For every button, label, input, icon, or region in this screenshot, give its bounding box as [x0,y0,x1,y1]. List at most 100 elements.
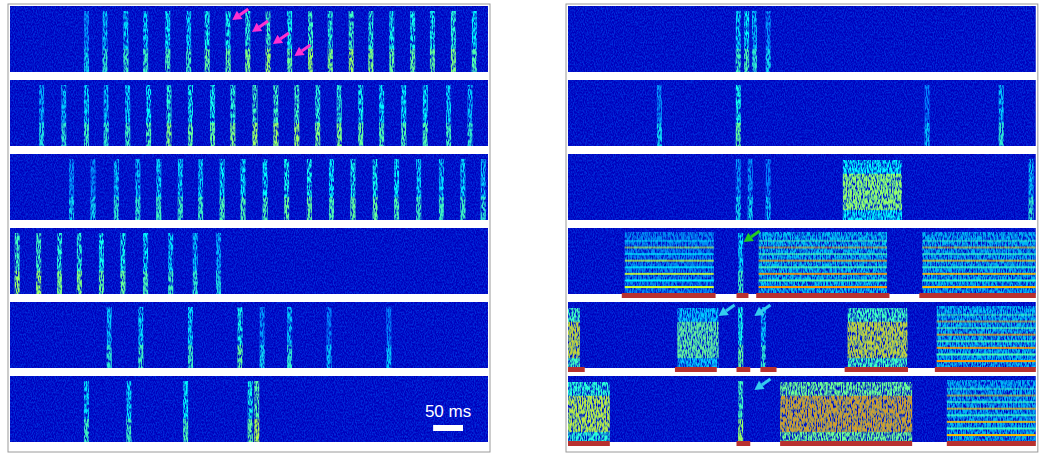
pulse-base [123,49,128,72]
pulse-base [481,197,486,220]
pulse-base [165,49,170,72]
pulse [220,159,225,220]
arrow-shaft [751,231,760,237]
pulse [287,11,292,72]
row-background [568,6,1036,72]
arrow [294,45,310,56]
pulse-base [84,49,89,72]
segment-bar [845,367,908,372]
arrow [273,33,289,44]
noise-call [568,382,610,442]
pulse-base [188,123,193,146]
harmonic-line [937,340,1036,342]
harmonic-line [625,246,714,248]
pulse-base [245,49,250,72]
pulse-base [446,123,451,146]
pulse [752,11,757,72]
pulse [401,85,406,146]
harmonic-line [625,240,714,242]
pulse-base [188,345,193,368]
panel-frame [566,4,1038,452]
segment-bar [935,367,1036,372]
noise-floor [10,6,488,72]
pulse-base [156,197,161,220]
arrow-head [744,233,754,242]
pulse [416,159,421,220]
scale-bar [433,425,463,431]
arrow-head [273,35,283,44]
arrow-shaft [762,305,771,311]
harmonic-line [947,421,1036,423]
arrow [744,231,760,242]
harmonic-line [947,394,1036,396]
pulse [738,381,743,442]
pulse-base [220,197,225,220]
harmonic-line [937,360,1036,362]
arrow-head [719,307,729,316]
panel [566,4,1038,452]
noise-floor [10,80,488,146]
pulse [284,159,289,220]
pulse [126,381,131,442]
pulse [210,85,215,146]
scale-bar-label: 50 ms [425,402,471,421]
pulse [446,85,451,146]
row-background [568,228,1036,294]
pulse-base [104,123,109,146]
pulse [205,11,210,72]
call-body [568,308,580,368]
pulse [287,307,292,368]
pulse [766,11,771,72]
harmonic-line [947,408,1036,410]
pulse [252,85,257,146]
pulse [57,233,62,294]
call-body [843,160,902,220]
pulse-base [736,49,741,72]
harmonic-line [625,266,714,268]
pulse [143,233,148,294]
row-background [10,80,488,146]
call-core [780,396,912,432]
pulse [736,11,741,72]
harmonic-line [937,320,1036,322]
pulse [238,307,243,368]
pulse [748,159,753,220]
segment-bar [675,367,717,372]
pulse-base [210,123,215,146]
pulse [84,381,89,442]
pulse-base [69,197,74,220]
pulse [744,11,749,72]
noise-floor [568,6,1036,72]
pulse-base [178,197,183,220]
pulse [104,85,109,146]
call-core [568,396,610,432]
harmonic-line [625,260,714,262]
noise-call [568,308,580,368]
noise-floor [10,228,488,294]
harmonic-line [625,253,714,255]
harmonic-line [947,388,1036,390]
harmonic-line [922,253,1036,255]
pulse-base [114,197,119,220]
pulse [193,233,198,294]
pulse-base [294,123,299,146]
pulse [761,307,766,368]
pulse [736,159,741,220]
pulse-base [738,271,743,294]
pulse [999,85,1004,146]
harmonic-line [759,273,887,275]
segment-bar [760,367,776,372]
pulse [39,85,44,146]
segment-bar [736,293,748,298]
pulse [263,159,268,220]
arrow [754,305,770,316]
figure: 50 ms [0,0,1042,455]
pulse [386,307,391,368]
pulse [103,11,108,72]
pulse [439,159,444,220]
arrow-shaft [302,45,311,51]
arrow-head [754,381,764,390]
pulse-base [107,345,112,368]
pulse [738,307,743,368]
harmonic-line [759,266,887,268]
